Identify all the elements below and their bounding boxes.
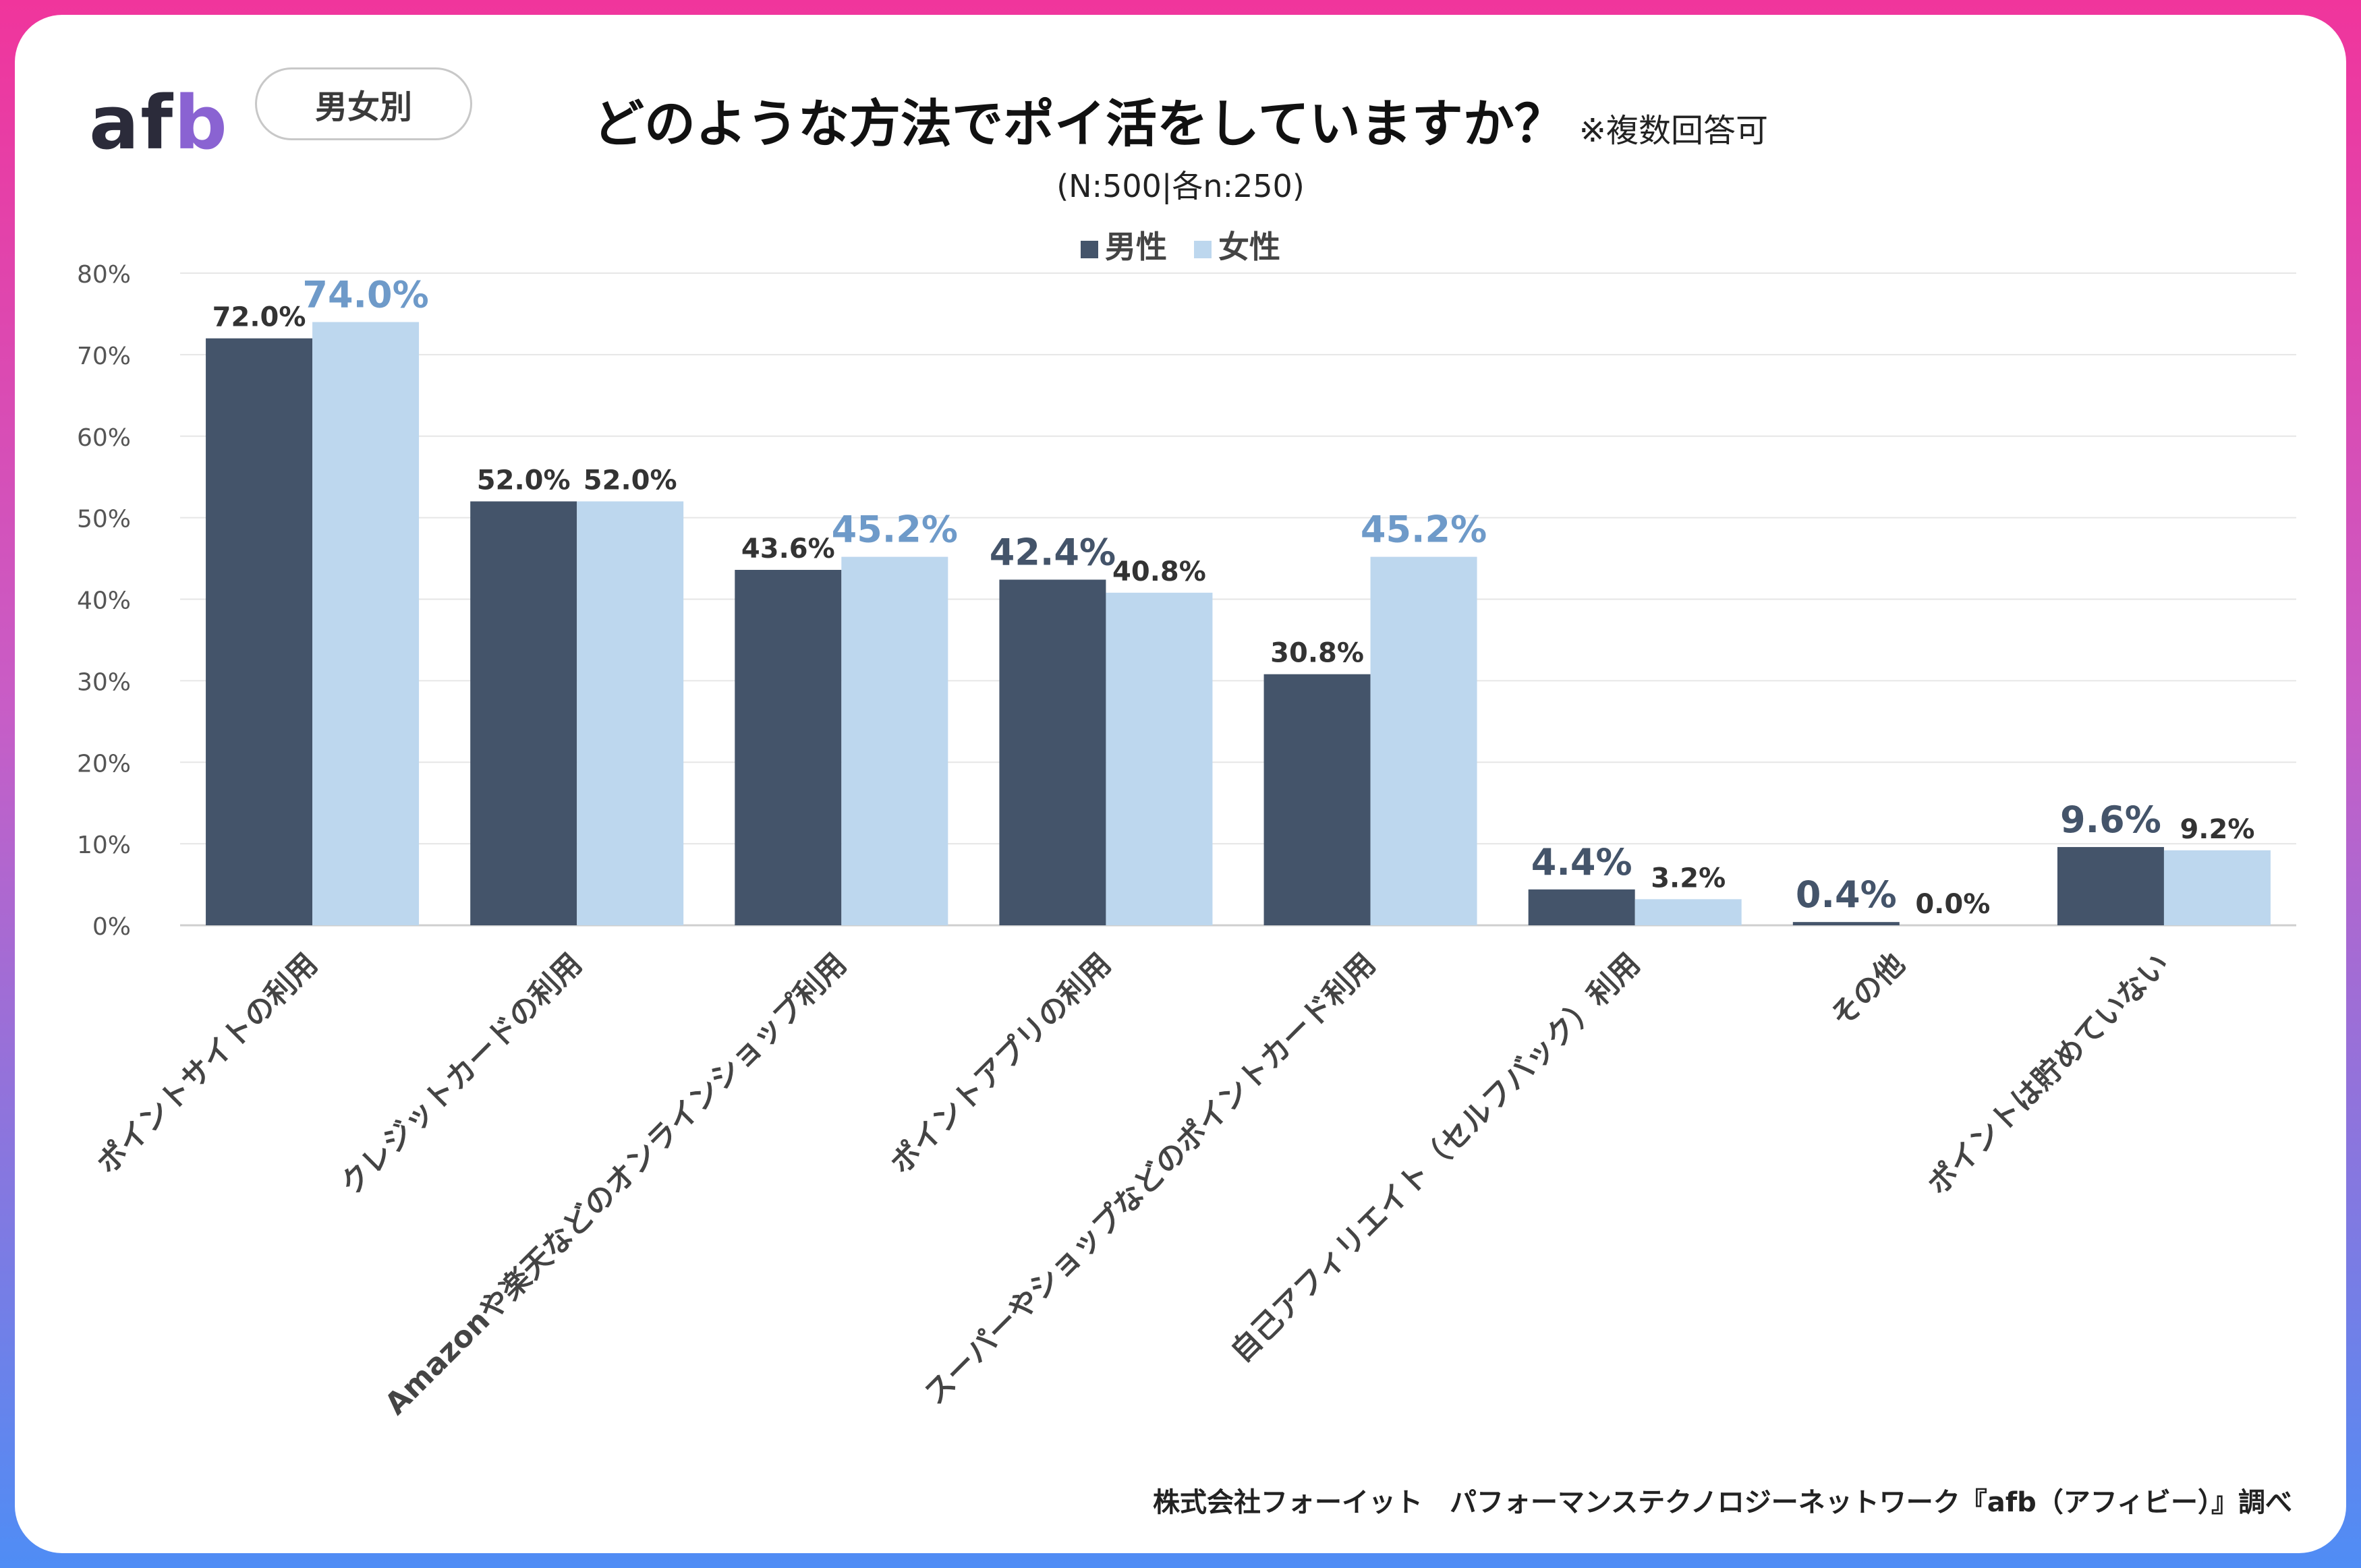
chart-legend: 男性 女性 [15,223,2346,267]
bar [999,579,1106,925]
legend-item-male: 男性 [1080,229,1167,265]
chart-subtitle: (N:500|各n:250) [1056,168,1305,204]
bar [735,569,842,925]
chart-card: afb 男女別 どのような方法でポイ活をしていますか？ ※複数回答可 (N:500… [15,15,2346,1553]
category-label: ポイントアプリの利用 [884,947,1118,1181]
y-tick-label: 20% [77,750,131,778]
data-label: 72.0% [212,302,306,333]
legend-label-female: 女性 [1218,229,1280,265]
data-label: 3.2% [1651,863,1726,894]
bar-chart: 0% 10% 20% 30% 40% 50% 60% 70% 80% 72.0%74.0% ポイント… [77,261,2296,1422]
category-label: その他 [1824,947,1911,1034]
bar [1634,899,1742,925]
y-tick-label: 80% [77,261,131,289]
legend-item-female: 女性 [1194,229,1280,265]
y-tick-label: 40% [77,587,131,615]
y-tick-label: 10% [77,832,131,859]
bar [1792,922,1900,925]
data-label: 0.0% [1915,889,1990,920]
title-note: ※複数回答可 [1578,112,1768,150]
category-label: クレジットカードの利用 [334,947,589,1202]
legend-swatch-female [1194,240,1212,258]
bar [1528,889,1635,925]
y-tick-label: 0% [92,913,131,941]
data-label: 42.4% [990,531,1116,573]
data-label: 45.2% [1361,509,1487,551]
chart-title-text: どのような方法でポイ活をしていますか？ [593,94,1566,154]
bar [2057,846,2164,925]
data-label: 74.0% [302,274,428,316]
data-label: 9.6% [2060,798,2161,841]
bar [1263,674,1371,925]
bar [470,501,577,925]
data-label: 45.2% [832,509,958,551]
data-label: 0.4% [1796,873,1897,916]
category-label: スーパーやショップなどのポイントカード利用 [917,947,1382,1412]
data-label: 52.0% [477,465,571,496]
data-label: 52.0% [584,465,677,496]
data-label: 30.8% [1270,638,1364,669]
afb-logo: afb [89,80,229,166]
bar [206,338,313,925]
bar [1370,556,1477,925]
legend-swatch-male [1080,240,1098,258]
bar [1106,592,1213,925]
y-tick-label: 70% [77,343,131,370]
bar [577,501,684,925]
bar [2163,850,2271,925]
category-label: ポイントサイトの利用 [90,947,324,1181]
chart-title: どのような方法でポイ活をしていますか？ ※複数回答可 [15,82,2346,156]
category-label: 自己アフィリエイト（セルフバック）利用 [1224,947,1647,1370]
group-pill: 男女別 [255,67,472,140]
bar [841,556,948,925]
data-label: 43.6% [741,533,835,564]
source-footer: 株式会社フォーイット パフォーマンステクノロジーネットワーク『afb（アフィビー… [1152,1487,2292,1518]
category-label: Amazonや楽天などのオンラインショップ利用 [378,947,853,1422]
legend-label-male: 男性 [1104,229,1167,265]
y-tick-label: 30% [77,668,131,696]
data-label: 4.4% [1531,841,1632,883]
y-tick-label: 50% [77,506,131,533]
bar [312,322,420,925]
y-tick-label: 60% [77,424,131,452]
data-label: 9.2% [2180,814,2254,845]
category-label: ポイントは貯めていない [1921,947,2175,1202]
data-label: 40.8% [1112,556,1206,587]
